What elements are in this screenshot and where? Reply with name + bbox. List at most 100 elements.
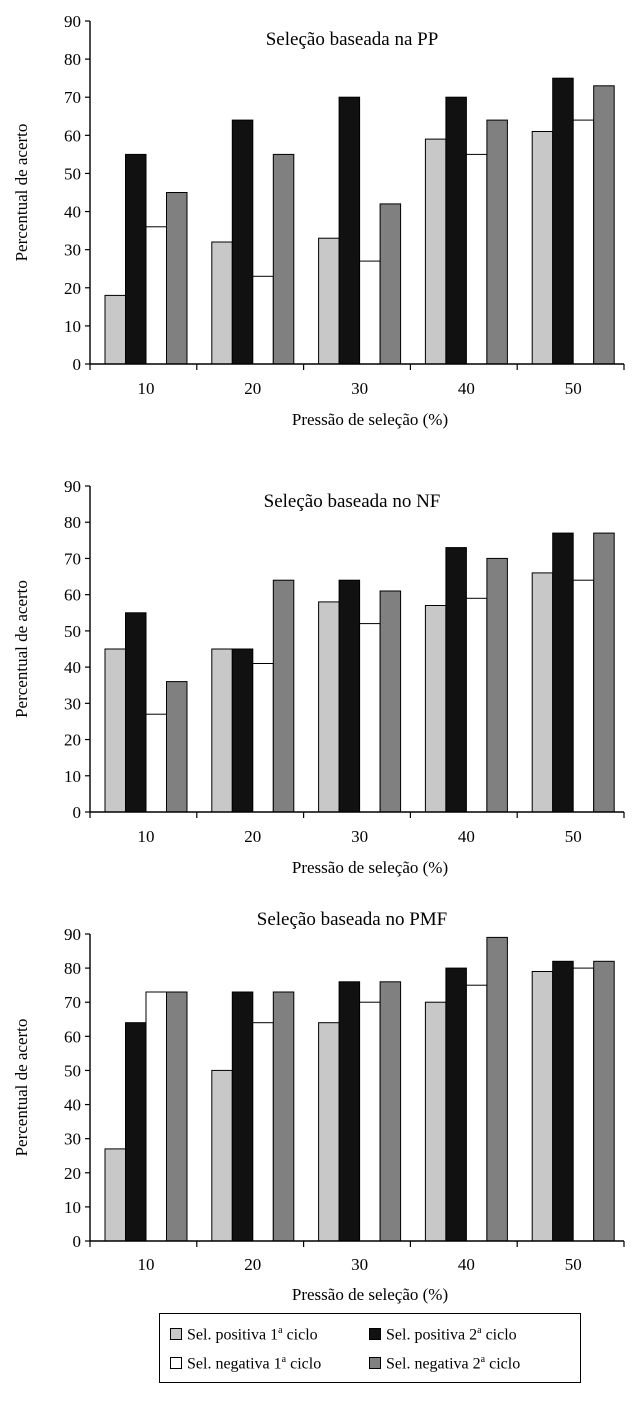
bar-chart2-s2-c20: Sel. positiva 2ª ciclo: 45 <box>231 648 254 813</box>
bar-chart3-s1-c30: Sel. positiva 1ª ciclo: 64 <box>318 1022 340 1242</box>
bar-chart2-s4-c20: Sel. negativa 2ª ciclo: 64 <box>272 579 295 813</box>
bar-chart2-s1-c20: Sel. positiva 1ª ciclo: 45 <box>211 648 233 813</box>
x-tick-label: 50 <box>565 1255 582 1274</box>
bar-chart1-s1-c50: Sel. positiva 1ª ciclo: 61 <box>531 131 554 365</box>
bar-chart1-s2-c20: Sel. positiva 2ª ciclo: 64 <box>231 119 254 365</box>
legend: Sel. positiva 1a ciclo Sel. positiva 2a … <box>159 1313 581 1383</box>
legend-label-positive-1: Sel. positiva 1a ciclo <box>187 1324 318 1344</box>
chart-title: Seleção baseada no NF <box>264 491 441 512</box>
bar-chart1-s1-c20: Sel. positiva 1ª ciclo: 32 <box>211 241 233 365</box>
y-tick-label: 90 <box>64 12 81 31</box>
x-tick-label: 30 <box>351 1255 368 1274</box>
y-tick-label: 70 <box>64 549 81 568</box>
legend-row-2: Sel. negativa 1a ciclo Sel. negativa 2a … <box>170 1349 572 1378</box>
x-tick-label: 20 <box>244 827 261 846</box>
y-tick-label: 0 <box>73 355 82 374</box>
bar-chart1-s3-c10: Sel. negativa 1ª ciclo: 36 <box>145 226 167 365</box>
y-tick-label: 30 <box>64 694 81 713</box>
bar-chart3-s1-c40: Sel. positiva 1ª ciclo: 70 <box>424 1001 447 1242</box>
y-tick-label: 10 <box>64 317 81 336</box>
bar-chart3-s2-c30: Sel. positiva 2ª ciclo: 76 <box>338 981 361 1242</box>
y-tick-label: 50 <box>64 1061 81 1080</box>
x-tick-label: 50 <box>565 379 582 398</box>
x-tick-label: 10 <box>138 1255 155 1274</box>
y-tick-label: 70 <box>64 993 81 1012</box>
x-tick-label: 10 <box>138 379 155 398</box>
legend-swatch-negative-1 <box>170 1357 182 1370</box>
x-tick-label: 30 <box>351 827 368 846</box>
x-axis-label: Pressão de seleção (%) <box>292 1285 448 1304</box>
bar-chart1-s3-c40: Sel. negativa 1ª ciclo: 55 <box>465 153 488 365</box>
bar-chart2-s1-c40: Sel. positiva 1ª ciclo: 57 <box>424 605 447 813</box>
bar-chart3-s2-c20: Sel. positiva 2ª ciclo: 73 <box>231 991 254 1242</box>
legend-item-negative-1: Sel. negativa 1a ciclo <box>170 1354 369 1373</box>
bar-chart3-s4-c30: Sel. negativa 2ª ciclo: 76 <box>379 981 402 1242</box>
bar-chart2-s2-c10: Sel. positiva 2ª ciclo: 55 <box>125 612 147 813</box>
bar-chart3-s2-c40: Sel. positiva 2ª ciclo: 80 <box>445 967 467 1242</box>
y-tick-label: 70 <box>64 88 81 107</box>
x-tick-label: 10 <box>138 827 155 846</box>
y-tick-label: 30 <box>64 241 81 260</box>
x-tick-label: 40 <box>458 827 475 846</box>
x-tick-label: 20 <box>244 1255 261 1274</box>
y-tick-label: 90 <box>64 925 81 944</box>
y-tick-label: 20 <box>64 1164 81 1183</box>
x-axis-label: Pressão de seleção (%) <box>292 410 448 429</box>
bar-chart1-s4-c10: Sel. negativa 2ª ciclo: 45 <box>166 192 188 365</box>
bar-chart2-s4-c50: Sel. negativa 2ª ciclo: 77 <box>593 532 615 813</box>
bar-chart2-s2-c30: Sel. positiva 2ª ciclo: 64 <box>338 579 361 813</box>
y-tick-label: 40 <box>64 658 81 677</box>
x-tick-label: 30 <box>351 379 368 398</box>
bar-chart2-s4-c40: Sel. negativa 2ª ciclo: 70 <box>486 557 508 813</box>
bar-chart2-s1-c30: Sel. positiva 1ª ciclo: 58 <box>318 601 340 813</box>
legend-row-1: Sel. positiva 1a ciclo Sel. positiva 2a … <box>170 1320 572 1349</box>
bar-chart3-s3-c30: Sel. negativa 1ª ciclo: 70 <box>359 1001 381 1242</box>
bar-chart3-s3-c50: Sel. negativa 1ª ciclo: 80 <box>572 967 595 1242</box>
y-tick-label: 10 <box>64 1198 81 1217</box>
legend-item-positive-2: Sel. positiva 2a ciclo <box>369 1325 517 1344</box>
bar-chart3-s4-c20: Sel. negativa 2ª ciclo: 73 <box>272 991 295 1242</box>
bar-chart1-s4-c50: Sel. negativa 2ª ciclo: 73 <box>593 85 615 365</box>
y-tick-label: 80 <box>64 959 81 978</box>
bar-chart3-s3-c40: Sel. negativa 1ª ciclo: 75 <box>465 984 488 1242</box>
bar-chart2-s2-c50: Sel. positiva 2ª ciclo: 77 <box>552 532 574 813</box>
bar-chart2-s3-c20: Sel. negativa 1ª ciclo: 41 <box>252 663 274 813</box>
y-tick-label: 90 <box>64 477 81 496</box>
y-tick-label: 40 <box>64 203 81 222</box>
bar-chart1-s3-c20: Sel. negativa 1ª ciclo: 23 <box>252 275 274 365</box>
chart-2: Sel. positiva 1ª ciclo: 45Sel. positiva … <box>12 477 625 877</box>
y-tick-label: 10 <box>64 767 81 786</box>
bar-chart2-s2-c40: Sel. positiva 2ª ciclo: 73 <box>445 547 467 813</box>
legend-label-positive-2: Sel. positiva 2a ciclo <box>386 1324 517 1344</box>
bar-chart1-s2-c30: Sel. positiva 2ª ciclo: 70 <box>338 96 361 365</box>
y-tick-label: 50 <box>64 622 81 641</box>
bar-chart1-s1-c40: Sel. positiva 1ª ciclo: 59 <box>424 138 447 365</box>
legend-item-positive-1: Sel. positiva 1a ciclo <box>170 1325 369 1344</box>
bar-chart1-s4-c30: Sel. negativa 2ª ciclo: 42 <box>379 203 402 365</box>
bar-chart2-s3-c30: Sel. negativa 1ª ciclo: 52 <box>359 623 381 813</box>
bar-chart3-s3-c10: Sel. negativa 1ª ciclo: 73 <box>145 991 167 1242</box>
legend-swatch-positive-1 <box>170 1328 182 1341</box>
bar-chart3-s2-c10: Sel. positiva 2ª ciclo: 64 <box>125 1022 147 1242</box>
bar-chart2-s3-c40: Sel. negativa 1ª ciclo: 59 <box>465 597 488 813</box>
bar-chart3-s1-c10: Sel. positiva 1ª ciclo: 27 <box>104 1148 126 1242</box>
bar-chart2-s3-c10: Sel. negativa 1ª ciclo: 27 <box>145 713 167 813</box>
y-tick-label: 0 <box>73 803 82 822</box>
chart-3: Sel. positiva 1ª ciclo: 27Sel. positiva … <box>12 909 625 1304</box>
bar-chart1-s3-c50: Sel. negativa 1ª ciclo: 64 <box>572 119 595 365</box>
bar-chart3-s4-c40: Sel. negativa 2ª ciclo: 89 <box>486 936 508 1242</box>
y-tick-label: 80 <box>64 513 81 532</box>
bar-chart1-s1-c10: Sel. positiva 1ª ciclo: 18 <box>104 294 126 365</box>
y-tick-label: 80 <box>64 50 81 69</box>
legend-item-negative-2: Sel. negativa 2a ciclo <box>369 1354 520 1373</box>
bar-chart2-s4-c10: Sel. negativa 2ª ciclo: 36 <box>166 681 188 813</box>
bar-chart1-s2-c10: Sel. positiva 2ª ciclo: 55 <box>125 153 147 365</box>
bar-chart2-s3-c50: Sel. negativa 1ª ciclo: 64 <box>572 579 595 813</box>
bar-chart1-s2-c50: Sel. positiva 2ª ciclo: 75 <box>552 77 574 365</box>
legend-swatch-positive-2 <box>369 1328 381 1341</box>
chart-1: Sel. positiva 1ª ciclo: 18Sel. positiva … <box>12 12 625 429</box>
chart-title: Seleção baseada no PMF <box>257 909 447 930</box>
x-tick-label: 20 <box>244 379 261 398</box>
y-tick-label: 40 <box>64 1096 81 1115</box>
